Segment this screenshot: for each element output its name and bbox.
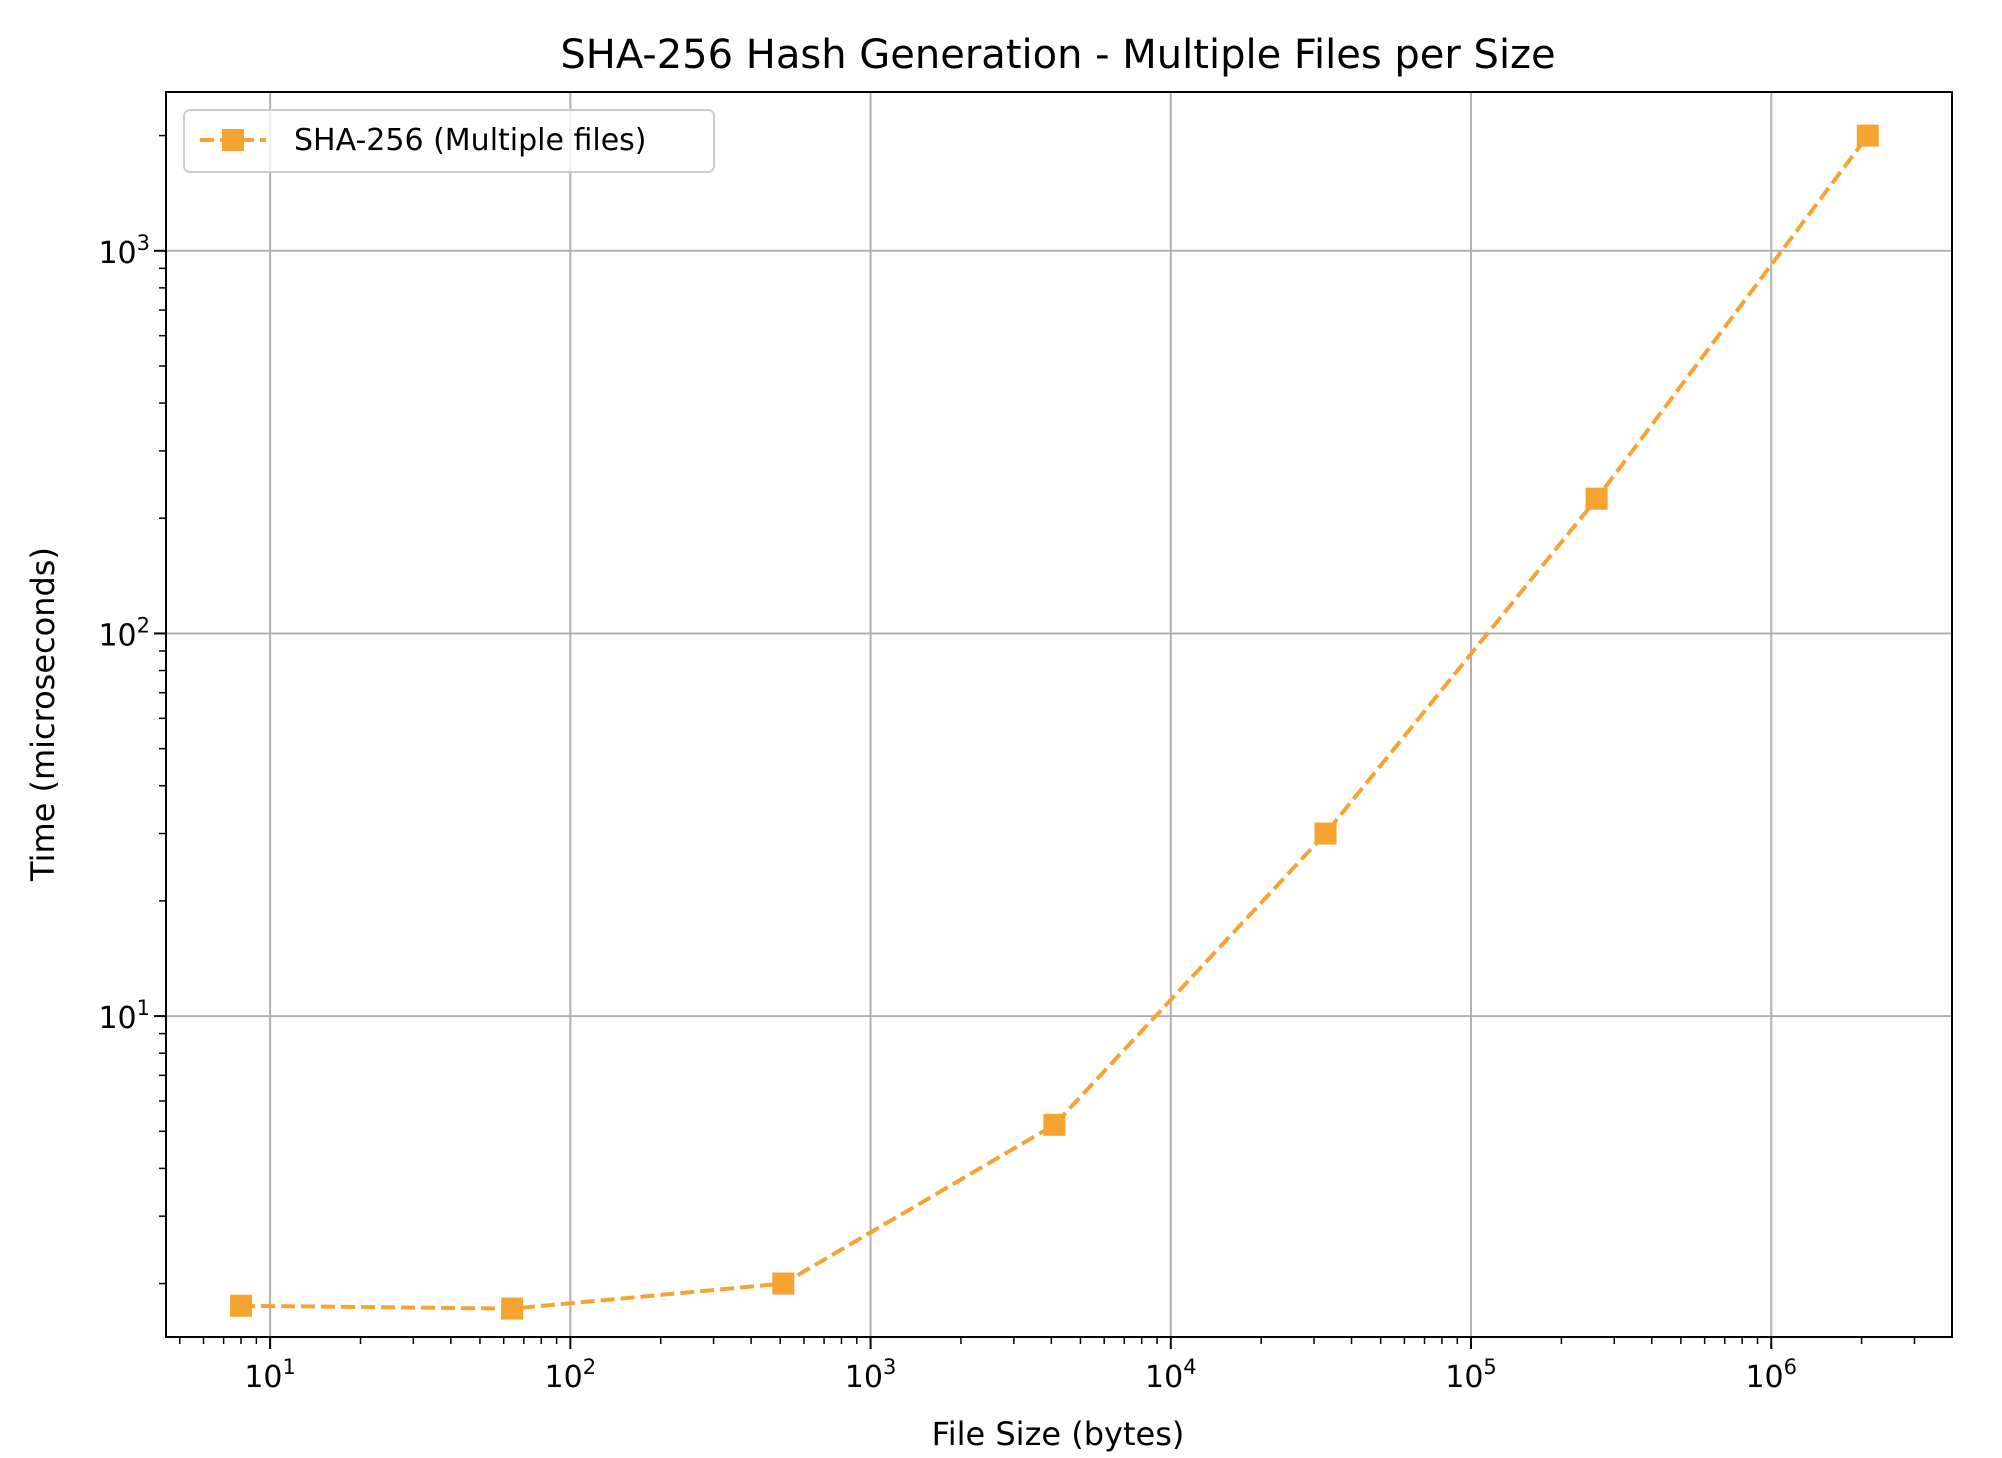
chart-title: SHA-256 Hash Generation - Multiple Files… [560,32,1555,78]
legend: SHA-256 (Multiple files) [183,109,715,173]
legend-marker-swatch [222,129,244,151]
legend-box [183,109,715,173]
y-tick-label: 101 [98,996,150,1036]
data-point-marker [772,1272,795,1295]
y-tick-label: 103 [98,231,150,271]
x-tick-label: 104 [1145,1355,1197,1395]
plot-area-frame [165,91,1953,1338]
data-point-marker [1314,822,1337,845]
y-axis-label: Time (microseconds) [24,547,62,882]
data-point-marker [501,1297,524,1320]
x-axis-ticks: 101 102 103 104 105 106 [244,1337,1797,1395]
series-layer [230,124,1879,1320]
y-axis-ticks: 101 102 103 [98,231,166,1036]
x-tick-label: 102 [545,1355,597,1395]
x-axis-label: File Size (bytes) [932,1415,1185,1453]
data-point-marker [1856,124,1879,147]
grid [166,92,1952,1337]
x-tick-label: 106 [1745,1355,1797,1395]
x-tick-label: 103 [845,1355,897,1395]
legend-label: SHA-256 (Multiple files) [294,123,647,158]
data-point-marker [1043,1113,1066,1136]
x-tick-label: 101 [244,1355,296,1395]
data-point-marker [1585,487,1608,510]
y-tick-label: 102 [98,613,150,653]
minor-ticks [159,134,1916,1344]
x-tick-label: 105 [1445,1355,1497,1395]
data-point-marker [230,1294,253,1317]
